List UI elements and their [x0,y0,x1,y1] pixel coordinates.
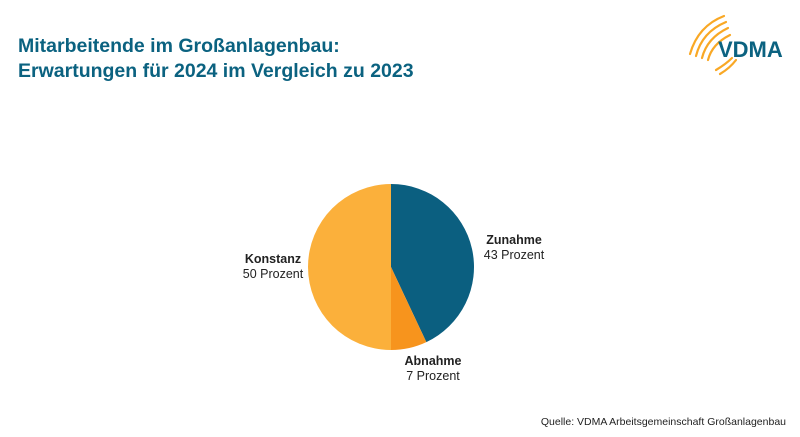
label-abnahme: Abnahme 7 Prozent [404,354,462,383]
pie-slice-konstanz [308,184,391,350]
vdma-logo-text: VDMA [718,37,783,62]
title-line-1: Mitarbeitende im Großanlagenbau: [18,35,340,57]
source-note: Quelle: VDMA Arbeitsgemeinschaft Großanl… [540,416,786,428]
title-line-2: Erwartungen für 2024 im Vergleich zu 202… [18,60,414,82]
vdma-logo: VDMA [688,14,783,76]
label-konstanz: Konstanz 50 Prozent [242,252,304,281]
label-zunahme: Zunahme 43 Prozent [483,233,545,262]
pie-slice-abnahme [391,267,427,350]
pie-slice-zunahme [391,184,474,343]
chart-title: Mitarbeitende im Großanlagenbau: Erwartu… [18,34,414,84]
vdma-arcs-icon [688,14,738,76]
